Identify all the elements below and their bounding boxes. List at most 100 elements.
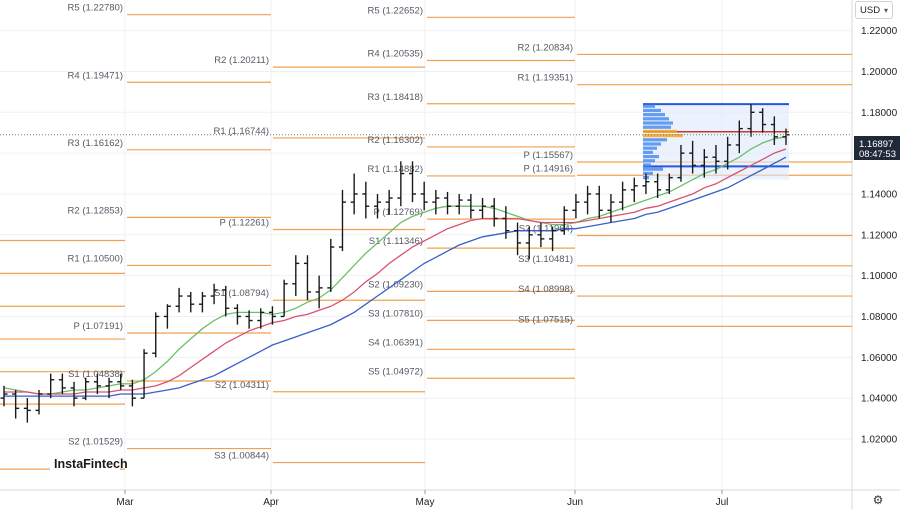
volume-bar (643, 113, 665, 117)
pivot-levels: R3 (1.23786)R5 (1.22780)R5 (1.22652)R2 (… (0, 3, 852, 470)
currency-selector[interactable]: USD ▾ (855, 1, 893, 19)
pivot-label: R2 (1.16302) (368, 135, 423, 146)
volume-bar (643, 134, 683, 138)
time-tick-label: Apr (263, 497, 279, 508)
pivot-label: P (1.12261) (220, 217, 269, 228)
ohlc-bar (23, 398, 31, 423)
volume-bar (643, 129, 677, 134)
price-tick-label: 1.02000 (861, 434, 898, 445)
ohlc-bar (385, 189, 393, 215)
pivot-label: S3 (1.00844) (214, 451, 269, 462)
ohlc-bars (0, 104, 852, 423)
ohlc-bar (514, 222, 522, 256)
ohlc-bar (327, 238, 335, 292)
ohlc-bar (222, 285, 230, 317)
volume-bar (643, 117, 669, 121)
volume-bar (643, 154, 659, 159)
ohlc-bar (584, 185, 592, 215)
pivot-label: R5 (1.22652) (368, 5, 423, 16)
volume-bar (643, 167, 663, 171)
ohlc-bar (630, 177, 638, 203)
volume-bar (643, 125, 671, 129)
price-tag-countdown: 08:47:53 (859, 149, 896, 160)
ohlc-bar (700, 149, 708, 178)
ohlc-bar (479, 198, 487, 219)
ohlc-bar (257, 308, 265, 329)
pivot-label: R2 (1.20211) (214, 55, 269, 66)
ohlc-bar (444, 191, 452, 215)
ohlc-bar (315, 275, 323, 309)
ohlc-bar (654, 173, 662, 199)
ohlc-bar (712, 144, 720, 174)
ohlc-bar (502, 206, 510, 239)
ohlc-bar (572, 193, 580, 219)
series-line-ma_fast (3, 136, 787, 395)
volume-bar (643, 150, 653, 154)
ohlc-bar (0, 385, 8, 407)
ohlc-bar (35, 389, 43, 415)
time-tick-label: May (416, 497, 435, 508)
ohlc-bar (140, 349, 148, 399)
pivot-label: R3 (1.16162) (68, 138, 123, 149)
chevron-down-icon: ▾ (883, 6, 888, 15)
pivot-label: R2 (1.20834) (518, 42, 573, 53)
ohlc-bar (350, 173, 358, 215)
ohlc-bar (432, 189, 440, 215)
ohlc-bar (117, 373, 125, 390)
pivot-label: R1 (1.14882) (368, 164, 423, 175)
volume-bar (643, 104, 655, 108)
price-series (3, 136, 787, 397)
ohlc-bar (47, 373, 55, 399)
ohlc-bar (689, 140, 697, 174)
ohlc-bar (303, 255, 311, 301)
pivot-label: S4 (1.06391) (368, 337, 423, 348)
pivot-label: R1 (1.10500) (68, 253, 123, 264)
volume-bar (643, 142, 661, 146)
ohlc-bar (58, 373, 66, 395)
ohlc-bar (724, 136, 732, 170)
pivot-label: S5 (1.07515) (518, 314, 573, 325)
watermark: InstaFintech (50, 453, 128, 475)
price-tick-label: 1.06000 (861, 353, 898, 364)
pivot-label: S3 (1.10481) (518, 254, 573, 265)
pivot-label: S1 (1.11346) (369, 236, 423, 247)
price-axis: 1.02000 1.04000 1.06000 1.08000 1.10000 1.120… (861, 26, 898, 445)
pivot-label: P (1.15567) (524, 150, 573, 161)
pivot-label: S2 (1.11964) (519, 224, 573, 235)
pivot-label: R4 (1.20535) (368, 49, 423, 60)
pivot-label: R2 (1.12853) (68, 205, 123, 216)
ohlc-bar (619, 181, 627, 211)
pivot-label: R5 (1.22780) (68, 3, 123, 14)
ohlc-bar (420, 181, 428, 211)
ohlc-bar (537, 222, 545, 248)
price-tick-label: 1.22000 (861, 26, 898, 37)
settings-gear-icon[interactable]: ⚙ (872, 493, 884, 507)
volume-bar (643, 171, 653, 175)
pivot-label: R4 (1.19471) (68, 70, 123, 81)
price-tick-label: 1.14000 (861, 189, 898, 200)
ohlc-bar (455, 193, 463, 215)
ohlc-bar (373, 193, 381, 219)
ohlc-bar (163, 304, 171, 329)
pivot-label: S3 (1.07810) (368, 308, 423, 319)
time-axis: Mar Apr May Jun Jul (116, 490, 728, 508)
pivot-label: R1 (1.16744) (214, 126, 269, 137)
price-tick-label: 1.12000 (861, 230, 898, 241)
ohlc-bar (770, 116, 778, 145)
ohlc-bar (70, 381, 78, 407)
ohlc-bar (677, 144, 685, 182)
ohlc-bar (362, 181, 370, 219)
pivot-label: S2 (1.09230) (368, 279, 423, 290)
price-tick-label: 1.18000 (861, 108, 898, 119)
price-tag: 1.16897 08:47:53 (854, 136, 900, 160)
series-line-ma_mid (4, 148, 787, 395)
pivot-label: R3 (1.18418) (368, 92, 423, 103)
ohlc-bar (525, 226, 533, 260)
watermark-text: InstaFintech (54, 457, 128, 471)
ohlc-bar (82, 377, 90, 401)
price-tick-label: 1.08000 (861, 312, 898, 323)
volume-bar (643, 138, 667, 142)
time-tick-label: Jul (716, 497, 729, 508)
